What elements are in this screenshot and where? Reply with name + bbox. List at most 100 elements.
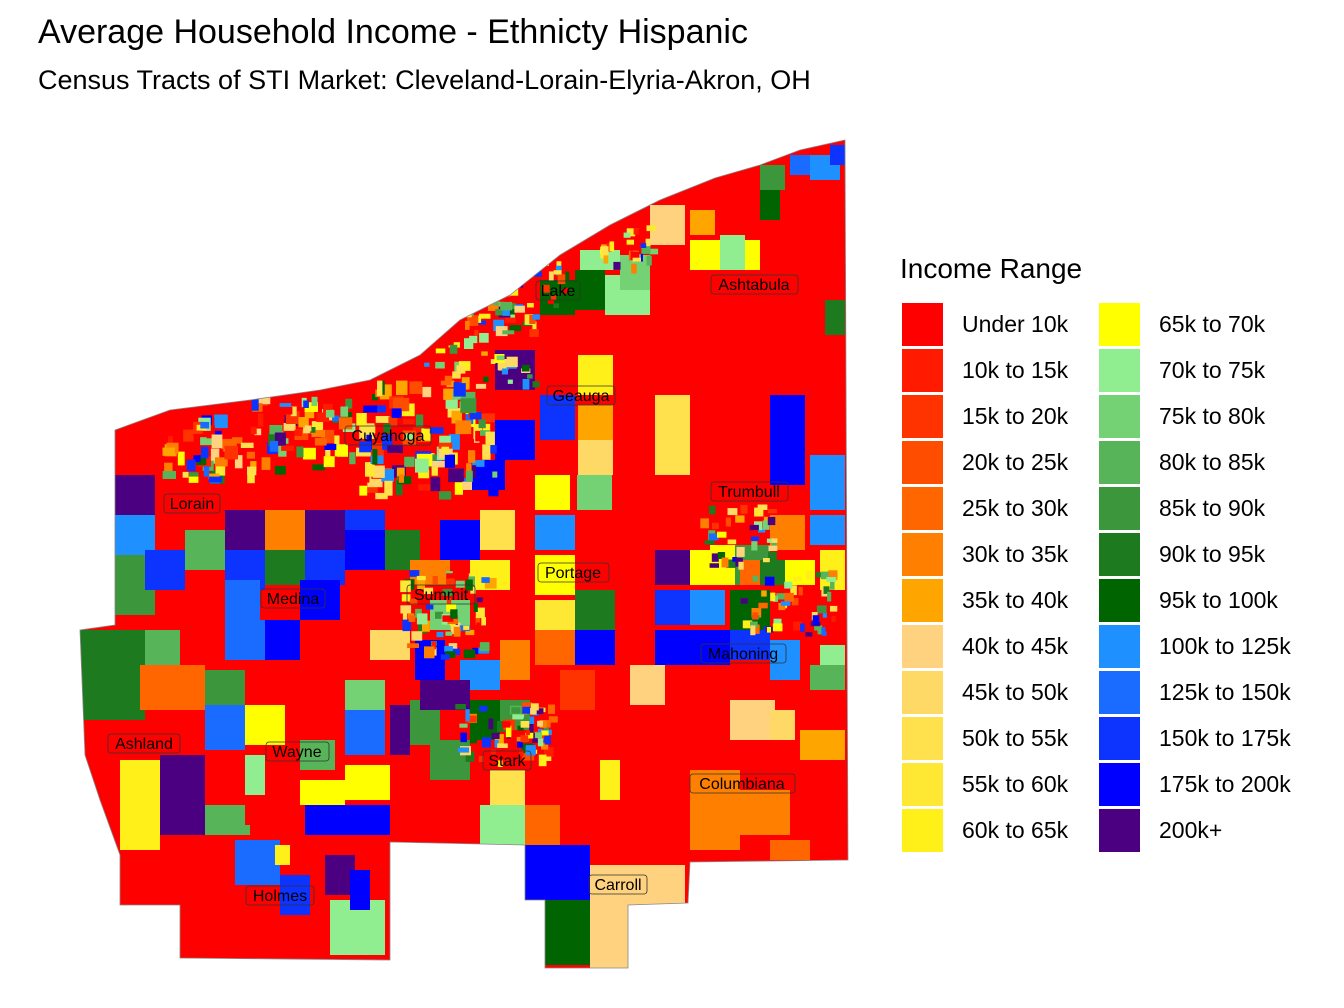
- census-tract: [274, 465, 286, 475]
- legend-swatch: [902, 717, 943, 760]
- census-tract: [750, 621, 758, 628]
- census-tract: [488, 718, 494, 730]
- census-tract: [356, 413, 367, 426]
- census-tract: [525, 845, 590, 910]
- census-tract: [445, 651, 456, 658]
- census-tract: [630, 665, 665, 705]
- census-tract: [479, 642, 490, 651]
- census-tract: [727, 508, 738, 516]
- census-tract: [294, 429, 302, 436]
- legend-swatch: [902, 349, 943, 392]
- census-tract: [279, 406, 293, 415]
- census-tract: [503, 290, 511, 297]
- census-tract: [527, 303, 534, 308]
- census-tract: [363, 405, 378, 413]
- legend-item: 20k to 25k: [900, 440, 1120, 486]
- census-tract: [830, 581, 835, 590]
- legend-title: Income Range: [900, 253, 1083, 284]
- census-tract: [164, 462, 173, 474]
- census-tract: [240, 442, 254, 448]
- census-tract: [214, 414, 228, 429]
- census-tract: [720, 235, 745, 270]
- census-tract: [440, 324, 445, 329]
- census-tract: [525, 730, 530, 736]
- census-tract: [115, 515, 155, 555]
- census-tract: [544, 746, 554, 757]
- census-tract: [206, 425, 215, 439]
- census-tract: [312, 464, 325, 471]
- census-tract: [281, 445, 294, 451]
- census-tract: [477, 320, 487, 325]
- census-tract: [359, 441, 372, 453]
- census-tract: [525, 805, 560, 845]
- census-tract: [455, 420, 472, 435]
- census-tract: [258, 413, 264, 427]
- census-tract: [442, 588, 453, 596]
- legend-label: 10k to 15k: [962, 357, 1069, 383]
- census-tract: [457, 747, 469, 753]
- census-tract: [754, 624, 760, 634]
- census-tract: [80, 630, 145, 720]
- census-tract: [495, 420, 535, 460]
- census-tract: [805, 571, 813, 580]
- census-tract: [791, 597, 799, 606]
- legend-swatch: [1099, 763, 1140, 806]
- census-tract: [711, 553, 719, 562]
- census-tract: [225, 620, 265, 660]
- census-tract: [298, 417, 309, 428]
- census-tract: [767, 509, 777, 514]
- census-tract: [640, 740, 670, 770]
- census-tract: [311, 430, 325, 438]
- census-tract: [757, 504, 768, 510]
- census-tract: [488, 486, 499, 497]
- census-tract: [325, 409, 335, 418]
- census-tract: [522, 706, 531, 714]
- svg-text:Summit: Summit: [414, 587, 469, 604]
- census-tract: [631, 263, 637, 274]
- census-tract: [534, 271, 542, 277]
- census-tract: [435, 611, 443, 619]
- census-tract: [415, 458, 429, 473]
- census-tract: [527, 374, 533, 379]
- legend-label: 65k to 70k: [1159, 311, 1266, 337]
- census-tract: [630, 251, 640, 260]
- census-tract: [224, 445, 238, 460]
- census-tract: [200, 421, 210, 429]
- census-tract: [409, 381, 423, 394]
- census-tract: [768, 551, 777, 561]
- census-tract: [521, 364, 530, 372]
- legend-item: 60k to 65k: [900, 808, 1120, 854]
- census-tract: [704, 540, 715, 545]
- census-tract: [548, 704, 555, 714]
- census-tract: [234, 455, 243, 469]
- census-tract: [827, 591, 832, 602]
- census-tract: [528, 258, 534, 268]
- census-tract: [432, 461, 448, 468]
- census-tract: [772, 623, 783, 632]
- census-tract: [545, 900, 590, 965]
- census-tract: [481, 413, 495, 423]
- census-tract: [404, 456, 415, 467]
- census-tract: [435, 361, 445, 369]
- svg-text:Carroll: Carroll: [594, 877, 641, 894]
- census-tract: [541, 743, 549, 750]
- census-tract: [441, 446, 449, 455]
- census-tract: [208, 473, 220, 480]
- census-tract: [334, 435, 340, 446]
- census-tract: [519, 749, 524, 756]
- census-tract: [254, 428, 262, 436]
- census-tract: [506, 250, 516, 257]
- county-label-wayne: Wayne: [265, 741, 330, 762]
- census-tract: [436, 631, 444, 638]
- census-tract: [496, 355, 505, 361]
- census-tract: [816, 605, 827, 614]
- census-tract: [309, 427, 316, 433]
- census-tract: [535, 708, 544, 715]
- census-tract: [324, 443, 337, 450]
- census-tract: [465, 629, 475, 636]
- census-tract: [649, 248, 659, 255]
- census-tract: [517, 725, 524, 731]
- census-tract: [633, 227, 640, 235]
- census-tract: [412, 427, 422, 437]
- legend-swatch: [902, 809, 943, 852]
